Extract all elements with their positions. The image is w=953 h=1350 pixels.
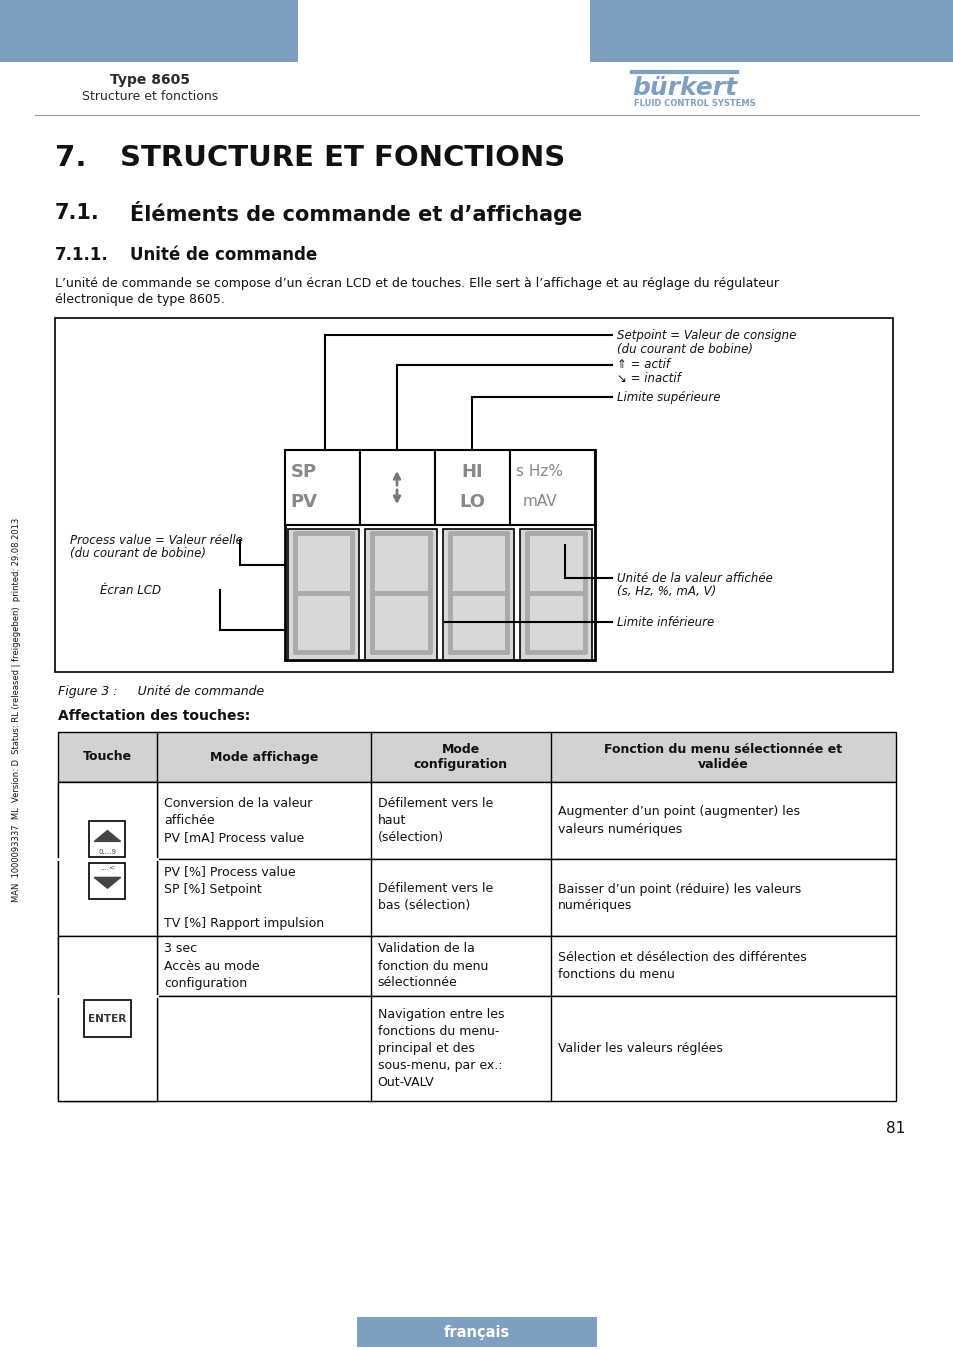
Text: FLUID CONTROL SYSTEMS: FLUID CONTROL SYSTEMS (634, 99, 755, 108)
Text: 0....9: 0....9 (98, 849, 116, 855)
Text: Défilement vers le
haut
(sélection): Défilement vers le haut (sélection) (377, 796, 493, 844)
Text: ↘ = inactif: ↘ = inactif (617, 373, 680, 386)
Bar (0, 0, 297, 62)
Bar (58, 936, 156, 1102)
Text: PV: PV (291, 493, 317, 512)
Text: Unité de la valeur affichée: Unité de la valeur affichée (617, 571, 772, 585)
Bar (288, 529, 359, 660)
Polygon shape (94, 878, 120, 888)
Bar (58, 732, 895, 782)
Bar (510, 450, 595, 525)
Bar (90, 821, 125, 857)
Text: MAN  1000093337  ML  Version: D  Status: RL (released | freigegeben)  printed: 2: MAN 1000093337 ML Version: D Status: RL … (12, 517, 22, 902)
Text: STRUCTURE ET FONCTIONS: STRUCTURE ET FONCTIONS (120, 144, 565, 171)
Text: LO: LO (458, 493, 484, 512)
Bar (58, 936, 895, 996)
Bar (520, 529, 592, 660)
Text: mAV: mAV (522, 494, 557, 509)
Text: PV [%] Process value
SP [%] Setpoint

TV [%] Rapport impulsion: PV [%] Process value SP [%] Setpoint TV … (164, 865, 324, 930)
Text: Figure 3 :     Unité de commande: Figure 3 : Unité de commande (58, 686, 264, 698)
Text: (du courant de bobine): (du courant de bobine) (70, 548, 206, 560)
Bar (58, 782, 895, 859)
Text: SP: SP (291, 463, 316, 481)
Text: Navigation entre les
fonctions du menu-
principal et des
sous-menu, par ex.:
Out: Navigation entre les fonctions du menu- … (377, 1008, 503, 1089)
Text: français: français (443, 1324, 510, 1339)
Bar (442, 529, 514, 660)
Text: s Hz%: s Hz% (516, 464, 563, 479)
Text: L’unité de commande se compose d’un écran LCD et de touches. Elle sert à l’affic: L’unité de commande se compose d’un écra… (55, 277, 779, 289)
Text: 7.: 7. (55, 144, 87, 171)
Text: bürkert: bürkert (631, 76, 737, 100)
Text: ⇑ = actif: ⇑ = actif (617, 359, 669, 371)
Text: Limite supérieure: Limite supérieure (617, 390, 720, 404)
Text: 7.1.1.: 7.1.1. (55, 246, 109, 265)
Text: 3 sec
Accès au mode
configuration: 3 sec Accès au mode configuration (164, 942, 259, 990)
Bar (84, 1000, 132, 1037)
Text: Structure et fonctions: Structure et fonctions (82, 90, 218, 104)
Text: Affectation des touches:: Affectation des touches: (58, 709, 250, 724)
Text: Augmenter d’un point (augmenter) les
valeurs numériques: Augmenter d’un point (augmenter) les val… (558, 806, 799, 836)
Text: Sélection et désélection des différentes
fonctions du menu: Sélection et désélection des différentes… (558, 950, 805, 981)
Bar (365, 529, 436, 660)
Text: Unité de commande: Unité de commande (130, 246, 317, 265)
Text: Type 8605: Type 8605 (110, 73, 190, 86)
Text: Conversion de la valeur
affichée
PV [mA] Process value: Conversion de la valeur affichée PV [mA]… (164, 796, 312, 844)
Polygon shape (94, 830, 120, 841)
Text: (s, Hz, %, mA, V): (s, Hz, %, mA, V) (617, 586, 716, 598)
Text: HI: HI (460, 463, 482, 481)
Text: ENTER: ENTER (89, 1014, 127, 1023)
Bar (58, 859, 895, 936)
Bar (55, 319, 892, 672)
Text: Process value = Valeur réelle: Process value = Valeur réelle (70, 533, 243, 547)
Bar (359, 450, 435, 525)
Text: Limite inférieure: Limite inférieure (617, 616, 714, 629)
Text: Éléments de commande et d’affichage: Éléments de commande et d’affichage (130, 201, 581, 225)
Text: 81: 81 (885, 1120, 904, 1135)
Bar (58, 996, 895, 1102)
Text: Baisser d’un point (réduire) les valeurs
numériques: Baisser d’un point (réduire) les valeurs… (558, 883, 801, 913)
Bar (435, 450, 510, 525)
Text: 7.1.: 7.1. (55, 202, 100, 223)
Text: Setpoint = Valeur de consigne: Setpoint = Valeur de consigne (617, 328, 796, 342)
Text: Fonction du menu sélectionnée et
validée: Fonction du menu sélectionnée et validée (603, 743, 841, 771)
Text: Défilement vers le
bas (sélection): Défilement vers le bas (sélection) (377, 883, 493, 913)
Bar (285, 450, 595, 660)
Text: Validation de la
fonction du menu
sélectionnée: Validation de la fonction du menu sélect… (377, 942, 487, 990)
Text: Valider les valeurs réglées: Valider les valeurs réglées (558, 1042, 721, 1054)
Bar (356, 1318, 597, 1347)
Bar (90, 863, 125, 899)
Text: Mode affichage: Mode affichage (210, 751, 317, 764)
Text: (du courant de bobine): (du courant de bobine) (617, 343, 752, 355)
Text: Écran LCD: Écran LCD (100, 583, 161, 597)
Bar (589, 0, 953, 62)
Text: électronique de type 8605.: électronique de type 8605. (55, 293, 225, 305)
Text: Touche: Touche (83, 751, 132, 764)
Text: Mode
configuration: Mode configuration (414, 743, 507, 771)
Bar (285, 450, 359, 525)
Text: ....<: ....< (100, 865, 114, 871)
Bar (58, 782, 156, 936)
